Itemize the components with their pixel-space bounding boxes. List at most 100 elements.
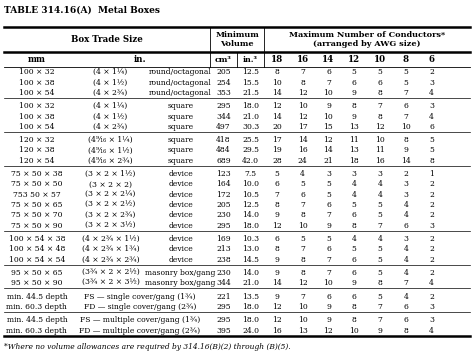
Text: min. 60.3 depth: min. 60.3 depth [7, 303, 67, 311]
Text: 9: 9 [274, 293, 279, 300]
Text: 12: 12 [272, 303, 282, 311]
Text: Maximum Number of Conductors*
(arranged by AWG size): Maximum Number of Conductors* (arranged … [289, 31, 445, 48]
Text: 12: 12 [324, 327, 333, 335]
Text: 5: 5 [403, 68, 408, 76]
Text: 5: 5 [352, 201, 356, 209]
Text: 4: 4 [352, 235, 356, 243]
Text: 5: 5 [326, 191, 331, 199]
Text: 8: 8 [352, 316, 356, 324]
Text: (3 × 2 × 2): (3 × 2 × 2) [89, 181, 132, 188]
Text: 484: 484 [216, 146, 231, 154]
Text: mm: mm [28, 55, 46, 64]
Text: device: device [168, 170, 193, 178]
Text: in.: in. [134, 55, 146, 64]
Text: device: device [168, 222, 193, 230]
Text: 11: 11 [349, 136, 359, 144]
Text: 6: 6 [378, 79, 383, 87]
Text: 10: 10 [374, 55, 386, 64]
Text: square: square [167, 102, 193, 110]
Text: 10: 10 [298, 222, 308, 230]
Text: 2: 2 [429, 256, 434, 264]
Text: 6: 6 [274, 235, 279, 243]
Text: 30.3: 30.3 [242, 123, 259, 131]
Text: 16: 16 [298, 146, 308, 154]
Text: 2: 2 [429, 235, 434, 243]
Text: 13.5: 13.5 [242, 293, 259, 300]
Text: 497: 497 [216, 123, 231, 131]
Text: 14.0: 14.0 [242, 211, 259, 219]
Text: 205: 205 [216, 201, 231, 209]
Text: 6: 6 [403, 222, 408, 230]
Text: 10.3: 10.3 [242, 235, 259, 243]
Text: 7: 7 [326, 211, 331, 219]
Text: 95 × 50 × 90: 95 × 50 × 90 [11, 279, 63, 287]
Text: round/octagonal: round/octagonal [149, 79, 212, 87]
Text: 18: 18 [271, 55, 283, 64]
Text: 18.0: 18.0 [242, 303, 259, 311]
Text: 6: 6 [403, 316, 408, 324]
Text: 10: 10 [272, 79, 282, 87]
Text: 14: 14 [298, 136, 308, 144]
Text: 120 × 32: 120 × 32 [19, 136, 55, 144]
Text: square: square [167, 157, 193, 165]
Text: 6: 6 [352, 79, 356, 87]
Text: masonry box/gang: masonry box/gang [146, 279, 216, 287]
Text: 123: 123 [216, 170, 231, 178]
Text: 3: 3 [429, 79, 434, 87]
Text: 4: 4 [429, 327, 434, 335]
Text: 2: 2 [429, 68, 434, 76]
Text: 4: 4 [403, 201, 408, 209]
Text: 9: 9 [403, 146, 408, 154]
Text: 7: 7 [403, 279, 408, 287]
Text: Minimum
Volume: Minimum Volume [215, 31, 259, 48]
Text: (4⁹⁄₁₆ × 1½): (4⁹⁄₁₆ × 1½) [88, 146, 133, 154]
Text: 10: 10 [324, 89, 333, 97]
Text: 8: 8 [300, 79, 305, 87]
Text: 75 × 50 × 90: 75 × 50 × 90 [11, 222, 63, 230]
Text: 14: 14 [401, 157, 410, 165]
Text: 100 × 54 × 54: 100 × 54 × 54 [9, 256, 65, 264]
Text: 9: 9 [274, 269, 279, 277]
Text: 18.0: 18.0 [242, 222, 259, 230]
Text: cm³: cm³ [215, 56, 232, 64]
Text: 7: 7 [300, 293, 305, 300]
Text: 6: 6 [326, 201, 331, 209]
Text: (4 × 1½): (4 × 1½) [93, 112, 128, 121]
Text: (4 × 2¾): (4 × 2¾) [93, 89, 128, 97]
Text: 3: 3 [429, 102, 434, 110]
Text: 7.5: 7.5 [245, 170, 256, 178]
Text: 8: 8 [352, 102, 356, 110]
Text: 3: 3 [403, 181, 408, 188]
Text: (4 × 1½): (4 × 1½) [93, 79, 128, 87]
Text: 5: 5 [429, 136, 434, 144]
Text: 7: 7 [300, 245, 305, 253]
Text: 6: 6 [326, 245, 331, 253]
Text: 3: 3 [429, 316, 434, 324]
Text: 14: 14 [272, 89, 282, 97]
Text: 6: 6 [428, 55, 435, 64]
Text: 12: 12 [272, 316, 282, 324]
Text: 238: 238 [216, 256, 231, 264]
Text: 6: 6 [403, 102, 408, 110]
Text: 29.5: 29.5 [242, 146, 259, 154]
Text: 3: 3 [377, 170, 383, 178]
Text: 95 × 50 × 65: 95 × 50 × 65 [11, 269, 63, 277]
Text: 4: 4 [403, 256, 408, 264]
Text: 12: 12 [272, 222, 282, 230]
Text: 7: 7 [300, 201, 305, 209]
Text: 295: 295 [216, 316, 231, 324]
Text: device: device [168, 235, 193, 243]
Text: square: square [167, 146, 193, 154]
Text: 11: 11 [375, 146, 385, 154]
Text: 5: 5 [274, 170, 279, 178]
Text: 6: 6 [352, 256, 356, 264]
Text: 172: 172 [216, 191, 231, 199]
Text: 100 × 32: 100 × 32 [19, 102, 55, 110]
Text: 12.5: 12.5 [242, 201, 259, 209]
Text: TABLE 314.16(A)  Metal Boxes: TABLE 314.16(A) Metal Boxes [4, 5, 160, 14]
Text: 12: 12 [298, 112, 308, 121]
Text: 7: 7 [300, 68, 305, 76]
Text: 5: 5 [352, 68, 356, 76]
Text: 221: 221 [216, 293, 231, 300]
Text: 5: 5 [378, 201, 383, 209]
